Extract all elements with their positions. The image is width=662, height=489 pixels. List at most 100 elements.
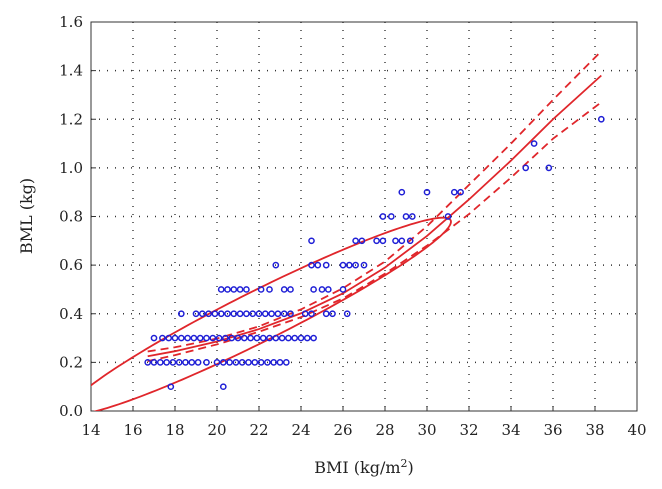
data-point	[150, 359, 158, 366]
data-point	[339, 286, 347, 293]
x-axis: 14 16 18 20 22 24 26 28 30 32 34 36 38 40	[81, 406, 647, 439]
data-point	[217, 310, 225, 318]
x-tick-label: 36	[543, 421, 562, 439]
data-point	[318, 286, 326, 293]
data-point	[171, 334, 179, 342]
data-point	[192, 310, 200, 318]
data-point	[184, 334, 191, 342]
data-point	[398, 237, 406, 245]
data-point	[387, 213, 395, 220]
data-point	[270, 359, 278, 366]
data-point	[243, 310, 250, 318]
data-point	[190, 334, 198, 342]
fit-overlays	[91, 50, 602, 411]
data-point	[196, 334, 204, 342]
data-point	[249, 310, 257, 318]
x-tick-label: 18	[165, 421, 184, 439]
x-tick-label: 20	[207, 421, 226, 439]
data-point	[297, 334, 305, 342]
y-tick-label: 1.6	[59, 13, 83, 31]
data-point	[285, 334, 292, 342]
data-point	[219, 383, 227, 391]
data-point	[251, 359, 259, 366]
data-point	[360, 261, 368, 269]
data-point	[205, 310, 212, 318]
y-tick-label: 0.2	[59, 353, 83, 371]
data-point	[352, 261, 359, 269]
x-tick-label: 28	[375, 421, 394, 439]
data-point	[243, 286, 250, 293]
data-point	[457, 188, 464, 196]
data-point	[308, 261, 315, 269]
x-tick-label: 24	[291, 421, 310, 439]
data-point	[150, 334, 158, 342]
data-point	[222, 334, 229, 342]
data-point	[530, 140, 538, 147]
data-point	[255, 310, 263, 318]
data-point	[211, 310, 219, 318]
data-point	[177, 310, 185, 318]
data-point	[291, 334, 299, 342]
data-point	[392, 237, 399, 245]
data-point	[253, 334, 261, 342]
data-point	[165, 334, 173, 342]
data-point	[406, 237, 414, 245]
data-point	[597, 115, 605, 123]
y-tick-label: 1.4	[59, 62, 83, 80]
data-point	[272, 334, 280, 342]
data-point	[310, 286, 317, 293]
scatter-points	[144, 115, 605, 391]
data-point	[398, 188, 406, 196]
y-tick-label: 0.0	[59, 402, 83, 420]
data-point	[379, 213, 387, 220]
data-point	[352, 237, 359, 245]
data-point	[236, 286, 244, 293]
data-point	[358, 237, 366, 245]
data-point	[276, 359, 284, 366]
data-point	[322, 261, 330, 269]
y-axis-label: BML (kg)	[17, 178, 36, 254]
data-point	[287, 286, 294, 293]
data-point	[268, 310, 275, 318]
data-point	[156, 359, 164, 366]
data-point	[308, 310, 315, 318]
data-point	[203, 334, 210, 342]
data-point	[163, 359, 170, 366]
data-point	[308, 237, 315, 245]
data-point	[177, 334, 185, 342]
data-point	[234, 334, 242, 342]
confidence-ellipse	[91, 216, 452, 411]
data-point	[522, 164, 530, 172]
x-axis-label: BMI (kg/m2)	[314, 457, 414, 477]
data-point	[345, 261, 353, 269]
data-point	[226, 359, 233, 366]
data-point	[182, 359, 189, 366]
data-point	[240, 334, 248, 342]
data-point	[232, 359, 240, 366]
data-point	[444, 213, 452, 220]
data-point	[310, 334, 317, 342]
data-point	[230, 310, 238, 318]
data-point	[379, 237, 387, 245]
x-axis-label-superscript: 2	[401, 457, 408, 470]
ci-upper-curve	[147, 50, 602, 353]
data-point	[209, 334, 217, 342]
x-tick-label: 22	[249, 421, 268, 439]
y-tick-label: 0.6	[59, 256, 83, 274]
data-point	[169, 359, 177, 366]
data-point	[282, 359, 290, 366]
data-point	[219, 359, 227, 366]
data-point	[238, 359, 246, 366]
x-tick-label: 26	[333, 421, 352, 439]
x-tick-label: 30	[417, 421, 436, 439]
data-point	[247, 334, 254, 342]
data-point	[188, 359, 196, 366]
x-tick-label: 34	[501, 421, 520, 439]
x-tick-label: 40	[627, 421, 646, 439]
data-point	[261, 310, 269, 318]
data-point	[402, 213, 410, 220]
data-point	[278, 334, 286, 342]
y-tick-label: 1.0	[59, 159, 83, 177]
data-point	[280, 310, 288, 318]
data-point	[159, 334, 166, 342]
